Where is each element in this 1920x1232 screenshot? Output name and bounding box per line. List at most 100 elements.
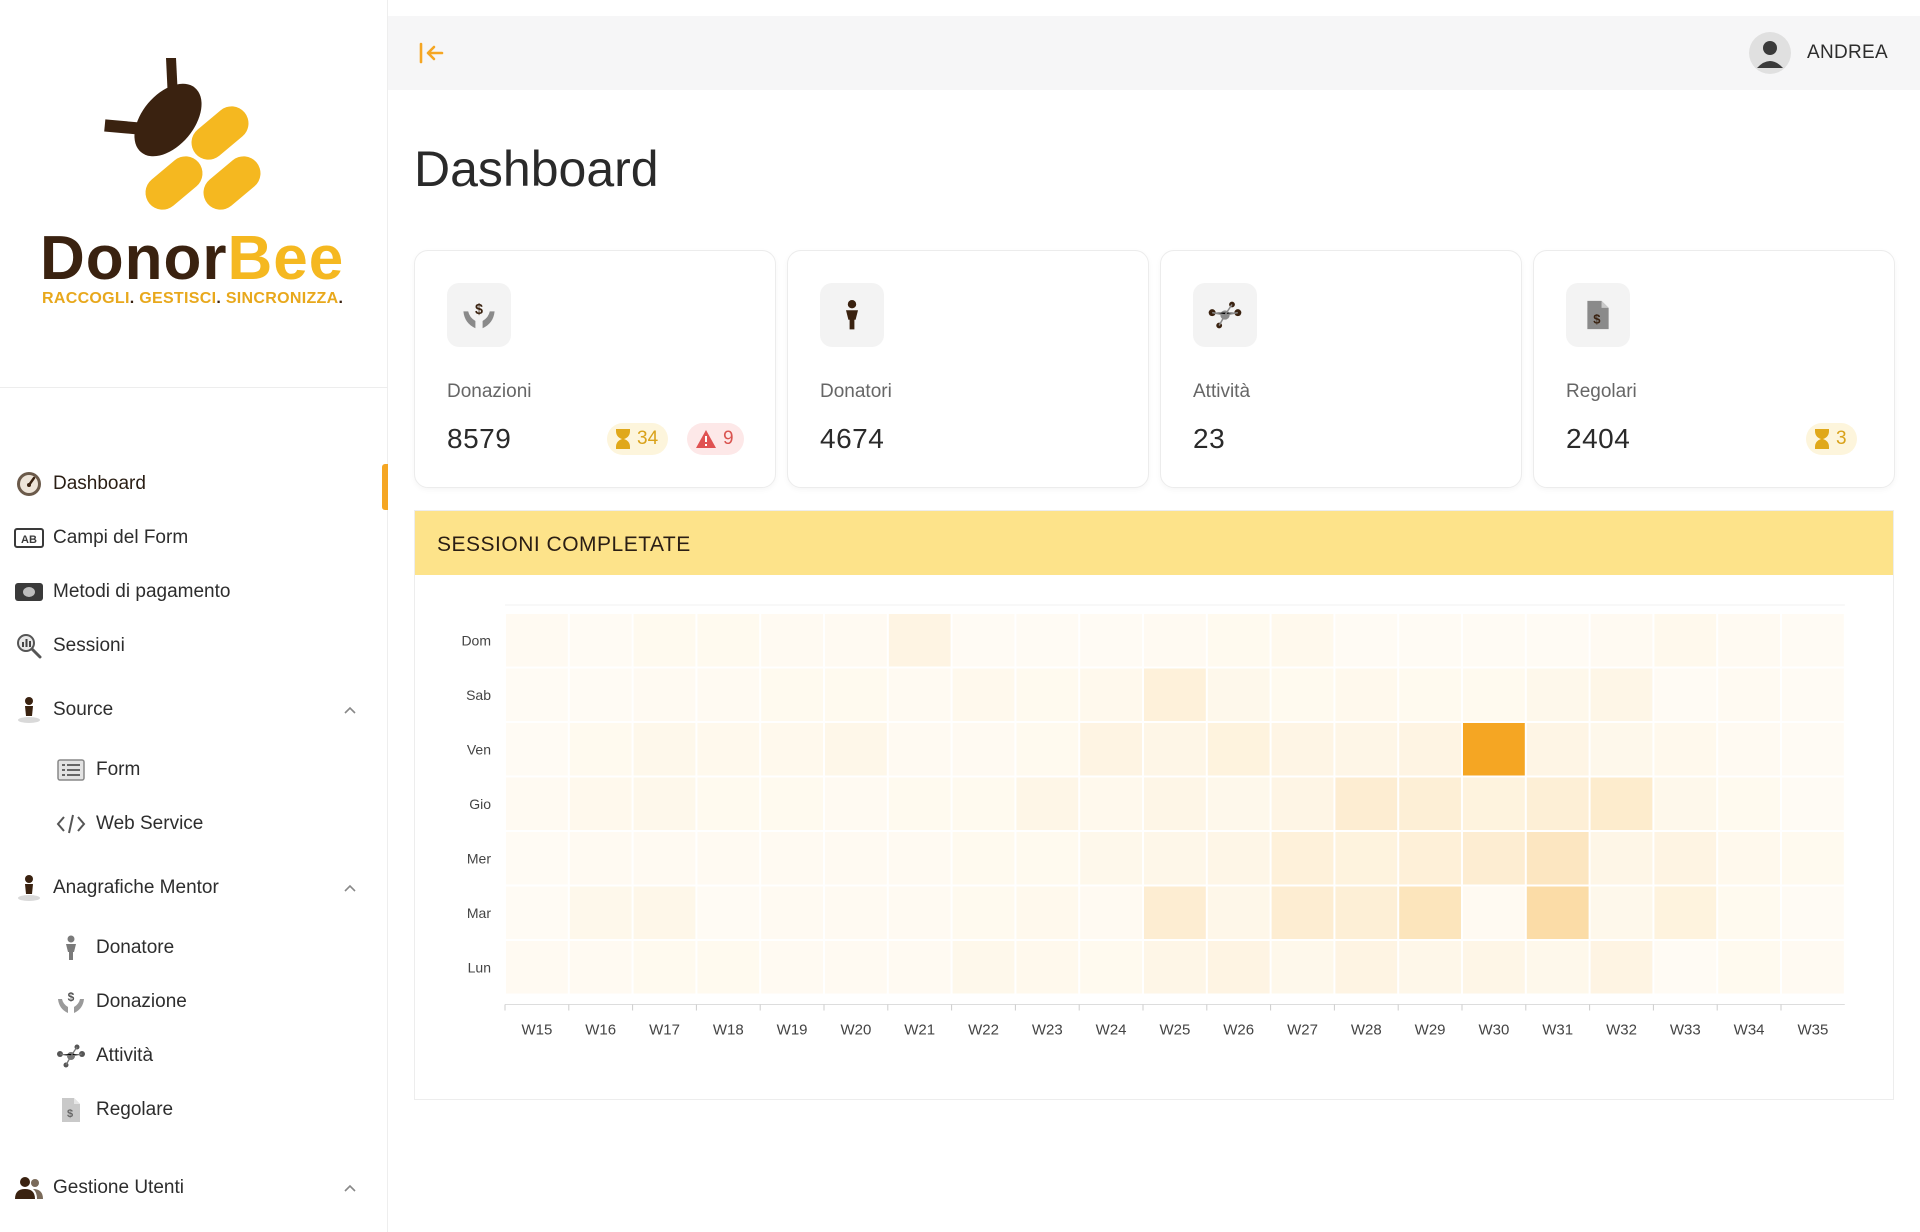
heatmap-cell[interactable] (825, 723, 887, 776)
heatmap-cell[interactable] (1271, 941, 1334, 994)
sidebar-item-donazione[interactable]: $ Donazione (0, 982, 388, 1022)
heatmap-cell[interactable] (888, 723, 951, 776)
heatmap-cell[interactable] (1590, 832, 1653, 885)
heatmap-cell[interactable] (1271, 614, 1334, 667)
sidebar-item-gestione-utenti[interactable]: Gestione Utenti (0, 1168, 388, 1208)
heatmap-cell[interactable] (1207, 668, 1270, 722)
heatmap-cell[interactable] (1463, 777, 1525, 831)
heatmap-cell[interactable] (569, 886, 632, 940)
heatmap-cell[interactable] (569, 941, 632, 994)
heatmap-cell[interactable] (825, 832, 887, 885)
heatmap-cell[interactable] (1207, 777, 1270, 831)
heatmap-cell[interactable] (1016, 777, 1079, 831)
heatmap-cell[interactable] (952, 832, 1015, 885)
collapse-sidebar-icon[interactable] (416, 38, 446, 68)
heatmap-cell[interactable] (1654, 832, 1717, 885)
heatmap-cell[interactable] (761, 777, 823, 831)
heatmap-cell[interactable] (1718, 668, 1780, 722)
heatmap-cell[interactable] (825, 777, 887, 831)
heatmap-cell[interactable] (1590, 614, 1653, 667)
heatmap-cell[interactable] (952, 777, 1015, 831)
heatmap-cell[interactable] (506, 777, 568, 831)
heatmap-cell[interactable] (697, 941, 760, 994)
heatmap-cell[interactable] (1271, 668, 1334, 722)
heatmap-cell[interactable] (1526, 941, 1589, 994)
heatmap-cell[interactable] (506, 614, 568, 667)
heatmap-cell[interactable] (1463, 614, 1525, 667)
heatmap-cell[interactable] (569, 723, 632, 776)
heatmap-cell[interactable] (1080, 886, 1142, 940)
heatmap-cell[interactable] (1718, 614, 1780, 667)
sidebar-item-campi-del-form[interactable]: AB Campi del Form (0, 518, 388, 558)
heatmap-cell[interactable] (633, 886, 696, 940)
heatmap-cell[interactable] (697, 668, 760, 722)
heatmap-cell[interactable] (1144, 941, 1206, 994)
heatmap-cell[interactable] (1463, 832, 1525, 885)
heatmap-cell[interactable] (1335, 886, 1398, 940)
heatmap-cell[interactable] (1080, 832, 1142, 885)
heatmap-cell[interactable] (1526, 614, 1589, 667)
heatmap-cell[interactable] (1144, 614, 1206, 667)
heatmap-cell[interactable] (1399, 614, 1461, 667)
heatmap-cell[interactable] (1144, 668, 1206, 722)
heatmap-cell[interactable] (697, 886, 760, 940)
sidebar-item-web-service[interactable]: Web Service (0, 804, 388, 844)
chevron-up-icon[interactable] (342, 880, 358, 896)
heatmap-cell[interactable] (952, 614, 1015, 667)
heatmap-cell[interactable] (1654, 723, 1717, 776)
heatmap-cell[interactable] (1335, 668, 1398, 722)
heatmap-cell[interactable] (1590, 886, 1653, 940)
heatmap-cell[interactable] (1718, 832, 1780, 885)
heatmap-cell[interactable] (888, 886, 951, 940)
heatmap-cell[interactable] (888, 668, 951, 722)
heatmap-cell[interactable] (1335, 614, 1398, 667)
heatmap-cell[interactable] (506, 886, 568, 940)
heatmap-cell[interactable] (888, 614, 951, 667)
heatmap-cell[interactable] (1016, 668, 1079, 722)
heatmap-cell[interactable] (952, 723, 1015, 776)
heatmap-cell[interactable] (1782, 886, 1844, 940)
heatmap-cell[interactable] (506, 941, 568, 994)
heatmap-cell[interactable] (633, 777, 696, 831)
sidebar-item-form[interactable]: Form (0, 750, 388, 790)
heatmap-cell[interactable] (1271, 832, 1334, 885)
sidebar-item-regolare[interactable]: $ Regolare (0, 1090, 388, 1130)
heatmap-cell[interactable] (1207, 614, 1270, 667)
stat-card-donazioni[interactable]: $ Donazioni 8579 34 9 (414, 250, 776, 488)
heatmap-cell[interactable] (1463, 668, 1525, 722)
heatmap-cell[interactable] (1335, 832, 1398, 885)
heatmap-cell[interactable] (697, 832, 760, 885)
heatmap-cell[interactable] (1654, 886, 1717, 940)
heatmap-cell[interactable] (1782, 777, 1844, 831)
heatmap-cell[interactable] (1271, 886, 1334, 940)
sidebar-item-dashboard[interactable]: Dashboard (0, 464, 388, 510)
heatmap-cell[interactable] (1463, 886, 1525, 940)
heatmap-cell[interactable] (1016, 941, 1079, 994)
heatmap-cell[interactable] (761, 832, 823, 885)
heatmap-cell[interactable] (952, 941, 1015, 994)
heatmap-cell[interactable] (1399, 832, 1461, 885)
heatmap-cell[interactable] (1399, 941, 1461, 994)
sidebar-item-sessioni[interactable]: Sessioni (0, 626, 388, 666)
heatmap-cell[interactable] (569, 777, 632, 831)
heatmap-cell[interactable] (1782, 941, 1844, 994)
heatmap-cell[interactable] (569, 668, 632, 722)
heatmap-cell[interactable] (1526, 668, 1589, 722)
heatmap-cell[interactable] (1016, 886, 1079, 940)
heatmap-cell[interactable] (1590, 668, 1653, 722)
heatmap-cell[interactable] (1463, 723, 1525, 776)
heatmap-cell[interactable] (1718, 886, 1780, 940)
heatmap-cell[interactable] (569, 832, 632, 885)
heatmap-cell[interactable] (1144, 832, 1206, 885)
heatmap-cell[interactable] (1526, 832, 1589, 885)
heatmap-cell[interactable] (888, 941, 951, 994)
heatmap-cell[interactable] (1335, 777, 1398, 831)
heatmap-cell[interactable] (1654, 668, 1717, 722)
heatmap-cell[interactable] (825, 941, 887, 994)
heatmap-cell[interactable] (1590, 777, 1653, 831)
heatmap-cell[interactable] (888, 832, 951, 885)
heatmap-cell[interactable] (569, 614, 632, 667)
sidebar-item-attivita[interactable]: Attività (0, 1036, 388, 1076)
pending-badge[interactable]: 3 (1806, 423, 1857, 455)
heatmap-cell[interactable] (697, 614, 760, 667)
